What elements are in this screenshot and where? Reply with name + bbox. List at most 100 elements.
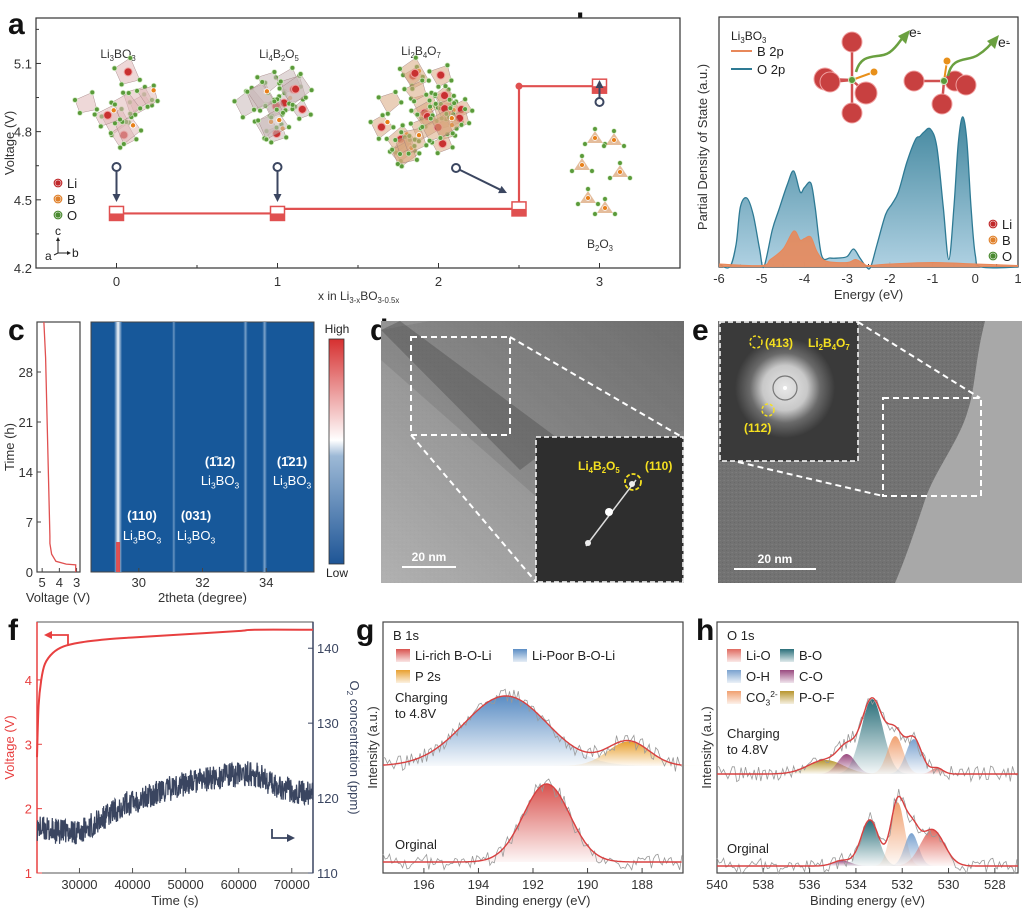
legend-label: O 2p [757, 62, 785, 77]
x-tick-label: 190 [577, 877, 599, 892]
x-tick-label: 60000 [221, 877, 257, 892]
x-axis-label: x in Li3-x​BO3-0.5x​ [318, 289, 399, 305]
o-atom [405, 150, 412, 157]
panel-label-f: f [8, 614, 19, 647]
o-atom [414, 111, 421, 118]
panel-label-e: e [692, 314, 709, 347]
legend-atom-li-ring [988, 219, 998, 229]
x-axis-label: 2theta (degree) [158, 590, 247, 605]
legend-label: Li-O [746, 648, 771, 663]
formula-part: O [427, 44, 436, 58]
o-atom [425, 77, 432, 84]
zoom-line [509, 336, 683, 438]
o-atom [244, 88, 251, 95]
formula-part: O [285, 47, 294, 61]
o-atom [940, 77, 948, 85]
formula-part: 2 [602, 466, 607, 475]
voltage-line [36, 628, 314, 758]
o-atom [111, 65, 118, 72]
x-axis-label: Voltage (V) [26, 590, 90, 605]
formula-part: 3 [156, 535, 161, 545]
o-atom [582, 141, 588, 147]
legend-label-o: O [67, 208, 77, 223]
x-tick-label: 2 [435, 274, 442, 289]
formula-part: Li [731, 29, 740, 43]
arrow-head [498, 185, 507, 194]
o-atom [592, 126, 598, 132]
legend-atom-li-ring [53, 178, 63, 188]
o-atom [408, 120, 414, 127]
formula-part: Li [201, 473, 211, 488]
formula-part: 2 [281, 54, 285, 63]
o-atom [408, 107, 415, 114]
b2p-line [718, 230, 1019, 267]
formula-part: 3 [762, 36, 766, 45]
fit-envelope-line [383, 783, 682, 863]
o-atom [432, 101, 439, 107]
arrow-origin-circle [594, 97, 605, 107]
fit-component-o-h [882, 833, 941, 866]
battery-marker [511, 201, 527, 217]
li-atom [123, 67, 133, 77]
x-axis-label: Energy (eV) [834, 287, 903, 302]
y-tick-label: 4.2 [14, 261, 32, 276]
battery-fill [512, 208, 526, 216]
arrow-head [112, 194, 121, 202]
formula-part: B [415, 44, 423, 58]
electron-arrow-head [898, 30, 910, 44]
legend-atom-b-ring [988, 235, 998, 245]
legend-swatch [513, 649, 527, 662]
formula-part: x in Li [318, 289, 349, 303]
legend-label: O-H [746, 669, 770, 684]
fit-component-co3-2- [861, 736, 929, 774]
o-atom [611, 128, 617, 134]
o-atom [277, 78, 284, 85]
o-atom [589, 168, 595, 174]
o-atom [462, 96, 468, 103]
electron-charge: - [917, 26, 920, 36]
x-tick-label: -5 [756, 271, 768, 286]
left-axis-indicator-head [44, 631, 52, 639]
li-atom [410, 68, 420, 78]
formula-part: 7 [437, 51, 441, 60]
o-atom [423, 91, 430, 98]
o-atom [423, 142, 430, 149]
formula-part: Li [808, 336, 819, 350]
x-tick-label: 538 [752, 877, 774, 892]
formula-part: 3 [306, 480, 311, 490]
formula-part: concentration (ppm) [347, 695, 362, 814]
formula-part: O [836, 336, 845, 350]
o-atom [376, 135, 382, 142]
o-atom [444, 62, 451, 69]
o-atom [437, 135, 444, 141]
o-atom [259, 79, 266, 85]
formula-part: 3-0.5x [378, 296, 400, 305]
fit-component-c-o [809, 754, 885, 774]
o-atom [601, 143, 607, 149]
legend-label-b: B [67, 192, 76, 207]
zoom-region-box [882, 397, 982, 497]
fit-component-o-h [880, 739, 948, 774]
fft-ring [772, 375, 798, 401]
fft-highlight-circle [624, 473, 642, 491]
peak-hkl-label: (1̄12) [205, 454, 235, 469]
legend-swatch [727, 670, 741, 683]
o-atom [442, 83, 449, 89]
o-atom [379, 112, 386, 119]
legend-atom-o-ring [53, 210, 63, 220]
o-atom [296, 115, 303, 122]
li-atom [841, 31, 863, 53]
crystal-structure-image [231, 65, 315, 146]
legend-swatch [727, 649, 741, 662]
zoom-line [857, 321, 981, 399]
formula-part: 3 [187, 535, 192, 545]
o-atom [449, 130, 456, 137]
o-atom [257, 107, 263, 114]
y-tick-label: 14 [19, 465, 33, 480]
o-atom [569, 168, 575, 174]
o-atom [251, 106, 257, 113]
y-left-tick-label: 2 [25, 802, 32, 817]
legend-swatch [780, 691, 794, 704]
legend-label-o: O [1002, 249, 1012, 264]
o-atom [273, 106, 280, 113]
